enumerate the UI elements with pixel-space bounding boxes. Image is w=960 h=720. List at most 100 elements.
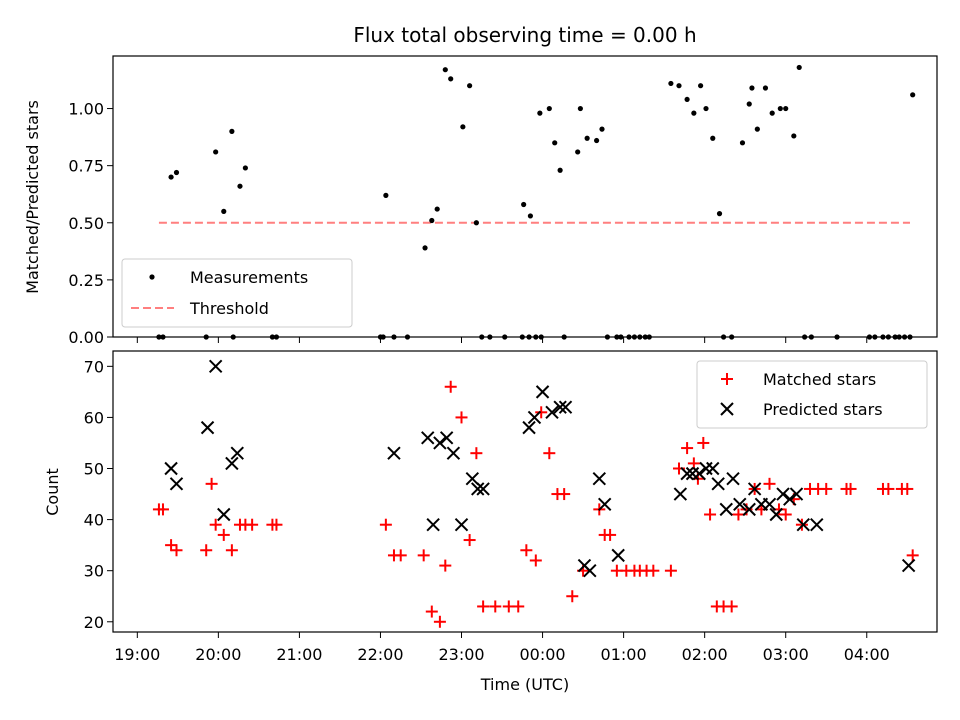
measurement-point: [242, 165, 248, 171]
measurement-point: [467, 83, 473, 89]
matched-star-point: [566, 590, 579, 603]
predicted-star-point: [769, 507, 783, 522]
matched-star-point: [463, 534, 476, 547]
predicted-star-point: [545, 405, 559, 420]
matched-star-point: [681, 442, 694, 455]
matched-star-point: [604, 528, 617, 541]
measurement-point: [769, 110, 775, 116]
measurement-point: [442, 67, 448, 73]
x-tick-label: 23:00: [438, 645, 484, 664]
measurement-point: [754, 126, 760, 132]
measurement-point: [668, 80, 674, 87]
predicted-star-point: [611, 548, 625, 563]
legend-measurements-marker: [149, 274, 155, 280]
measurement-point: [527, 213, 534, 219]
matched-star-point: [882, 482, 895, 495]
measurement-point: [584, 135, 590, 141]
matched-star-point: [535, 406, 548, 419]
matched-star-point: [200, 544, 213, 557]
measurement-point: [557, 167, 563, 173]
predicted-star-point: [522, 420, 536, 435]
chart-title: Flux total observing time = 0.00 h: [353, 23, 696, 47]
predicted-star-point: [200, 420, 215, 435]
predicted-star-point: [901, 558, 916, 573]
matched-star-point: [558, 488, 571, 501]
predicted-star-point: [711, 477, 725, 491]
predicted-star-point: [726, 472, 740, 486]
matched-star-point: [170, 544, 183, 557]
predicted-star-point: [454, 518, 469, 532]
matched-star-point: [417, 549, 430, 562]
matched-star-point: [489, 600, 502, 613]
predicted-star-point: [527, 410, 542, 425]
predicted-star-point: [208, 359, 223, 374]
bottom-axes-frame: [112, 350, 938, 633]
matched-star-point: [820, 482, 833, 495]
legend-predicted-marker: [720, 402, 734, 416]
legend-measurements-label: Measurements: [190, 268, 308, 287]
measurement-point: [168, 174, 174, 180]
measurement-point: [229, 128, 235, 134]
measurement-point: [676, 83, 682, 89]
bottom-y-tick-label: 30: [84, 562, 104, 581]
legend-matched-label: Matched stars: [763, 370, 876, 389]
top-y-tick-label: 0.25: [68, 271, 104, 290]
measurement-point: [473, 220, 479, 226]
measurement-point: [698, 83, 704, 89]
measurement-point: [739, 140, 746, 146]
predicted-star-point: [673, 487, 688, 501]
matched-star-point: [647, 564, 660, 577]
predicted-star-point: [776, 487, 790, 501]
legend-predicted-label: Predicted stars: [763, 400, 883, 419]
x-tick-label: 00:00: [520, 645, 566, 664]
measurement-point: [783, 105, 789, 112]
measurement-point: [910, 92, 916, 98]
x-tick-label: 04:00: [844, 645, 890, 664]
measurement-point: [383, 192, 389, 198]
matched-star-point: [725, 600, 738, 613]
matched-star-point: [455, 411, 468, 424]
measurement-point: [593, 137, 600, 144]
predicted-star-point: [583, 563, 597, 578]
top-y-tick-label: 0.50: [68, 214, 104, 233]
bottom-y-tick-label: 50: [84, 460, 104, 479]
top-axes-frame: [112, 55, 938, 338]
top-y-tick-label: 0.75: [68, 157, 104, 176]
predicted-star-point: [164, 461, 178, 476]
matched-star-point: [246, 518, 259, 531]
x-tick-label: 21:00: [276, 645, 322, 664]
legend-threshold-label: Threshold: [189, 299, 269, 318]
matched-star-point: [763, 477, 776, 490]
predicted-star-point: [810, 518, 824, 532]
measurement-point: [710, 135, 716, 141]
measurement-point: [422, 245, 428, 251]
measurement-point: [434, 206, 440, 212]
matched-star-point: [664, 564, 677, 577]
predicted-star-point: [680, 466, 694, 481]
matched-star-point: [444, 380, 457, 393]
predicted-star-point: [553, 400, 567, 414]
predicted-star-point: [439, 431, 454, 445]
x-tick-label: 01:00: [601, 645, 647, 664]
measurement-point: [746, 101, 752, 107]
predicted-star-point: [387, 446, 401, 460]
bottom-y-tick-label: 40: [84, 511, 104, 530]
predicted-star-point: [796, 518, 810, 532]
matched-star-point: [520, 544, 533, 557]
matched-star-point: [379, 518, 392, 531]
measurement-point: [762, 85, 769, 91]
predicted-star-point: [558, 400, 573, 414]
top-y-tick-label: 0.00: [68, 328, 104, 347]
measurement-point: [173, 169, 180, 176]
matched-star-point: [543, 447, 556, 460]
measurement-point: [577, 105, 583, 112]
x-tick-label: 03:00: [763, 645, 809, 664]
top-legend: Measurements Threshold: [121, 258, 353, 328]
bottom-legend: Matched stars Predicted stars: [696, 360, 928, 429]
top-y-axis-label: Matched/Predicted stars: [23, 100, 42, 294]
measurement-point: [777, 105, 783, 112]
x-axis-ticks: 19:00 20:00 21:00 22:00 23:00 00:00 01:00 02:00…: [114, 337, 890, 664]
measurement-point: [716, 211, 723, 217]
x-axis-label: Time (UTC): [480, 675, 569, 694]
